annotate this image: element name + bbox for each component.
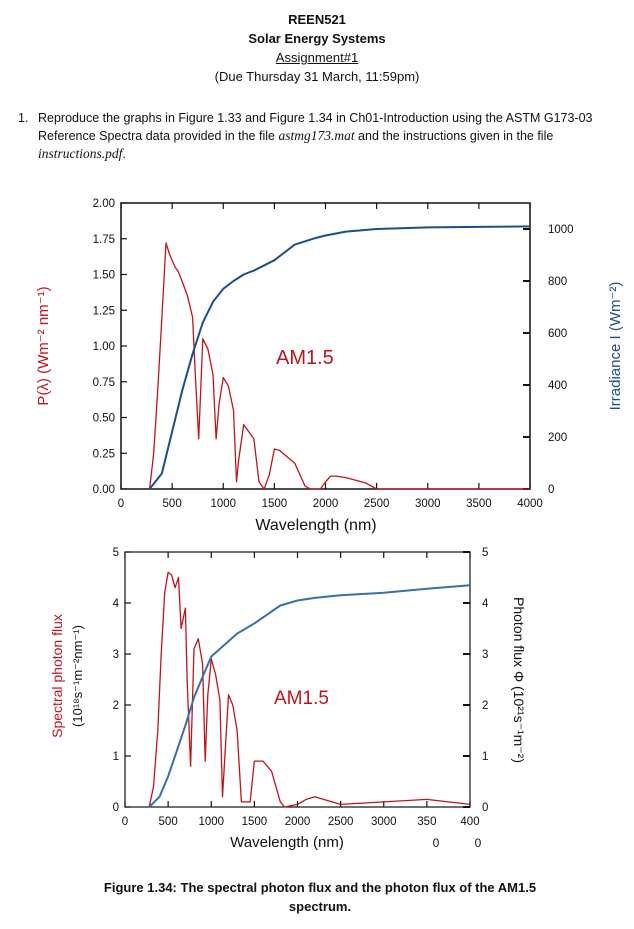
- y-ticks-right: 0 200 400 600 800 1000: [523, 224, 574, 496]
- x-tick-label: 3500: [466, 498, 492, 510]
- y-tick-label-right: 2: [482, 700, 488, 712]
- am15-annotation: AM1.5: [274, 688, 329, 709]
- x-tick-label: 2500: [328, 816, 354, 828]
- y-tick-label-left: 1.00: [93, 341, 115, 353]
- y-tick-label-right: 400: [548, 380, 567, 392]
- x-tick-label: 0: [122, 816, 128, 828]
- y-tick-label-right: 5: [482, 547, 488, 559]
- spectrum-line: [148, 571, 471, 808]
- y-tick-label-right: 800: [548, 276, 567, 288]
- y-axis-label-right: Photon flux Φ (10²¹s⁻¹m⁻²): [511, 597, 527, 763]
- document-header: REEN521 Solar Energy Systems Assignment#…: [0, 10, 634, 86]
- y-tick-label-left: 1.50: [93, 270, 115, 282]
- y-tick-label-right: 1000: [548, 224, 574, 236]
- spectrum-line: [148, 242, 530, 490]
- y-axis-label-right: Irradiance I (Wm⁻²): [607, 282, 624, 411]
- y-tick-label-left: 2.00: [93, 198, 115, 210]
- y-ticks-left: 0.00 0.25 0.50 0.75 1.00 1.25 1.50 1.75 2.00: [93, 198, 127, 496]
- irradiance-chart: 0 500 1000 1500 2000 2500 3000 3500 4000 0.000.2…: [35, 198, 624, 534]
- cumulative-line: [148, 584, 471, 808]
- x-axis-label: Wavelength (nm): [230, 834, 344, 851]
- y-ticks-right: 0 1 2 3 4 5: [463, 547, 489, 814]
- y-tick-label-left: 1: [113, 751, 119, 763]
- caption-line-1: Figure 1.34: The spectral photon flux an…: [103, 880, 537, 895]
- x-axis-label: Wavelength (nm): [255, 517, 376, 534]
- y-tick-label-left: 1.25: [93, 305, 115, 317]
- y-tick-label-left: 1.75: [93, 234, 115, 246]
- plot-frame: [120, 202, 531, 490]
- x-ticks: 0 500 1000 1500 2000 2500 3000 350 400: [122, 552, 480, 828]
- x-tick-label: 4000: [517, 498, 543, 510]
- y-tick-label-left: 2: [113, 700, 119, 712]
- x-tick-label: 3000: [371, 816, 397, 828]
- y-tick-label-right: 0: [548, 484, 554, 496]
- cumulative-line: [148, 225, 531, 490]
- x-tick-label: 2500: [364, 498, 390, 510]
- y-tick-label-left: 3: [113, 649, 119, 661]
- y-tick-label-left: 4: [113, 598, 120, 610]
- x-tick-label: 2000: [285, 816, 311, 828]
- y-axis-label-left: P(λ) (Wm⁻² nm⁻¹): [35, 286, 52, 405]
- series-group: [148, 225, 531, 490]
- x-tick-label: 0: [118, 498, 124, 510]
- x-tick-label: 3000: [415, 498, 441, 510]
- y-tick-label-right: 4: [482, 598, 489, 610]
- y-tick-label-left: 0.75: [93, 377, 115, 389]
- y-tick-label-left: 5: [113, 547, 119, 559]
- due-date: (Due Thursday 31 March, 11:59pm): [214, 69, 420, 84]
- question-number: 1.: [18, 111, 29, 125]
- x-tick-label: 2000: [313, 498, 339, 510]
- y-tick-label-left: 0.25: [93, 448, 115, 460]
- course-code: REEN521: [288, 12, 346, 27]
- x-tick-overflow-1: 0: [433, 836, 440, 850]
- x-tick-label: 350: [417, 816, 436, 828]
- series-group: [148, 571, 471, 808]
- mat-filename: astmg173.mat: [278, 128, 355, 143]
- course-subject: Solar Energy Systems: [248, 31, 386, 46]
- x-tick-label: 1000: [198, 816, 224, 828]
- question-1: 1. Reproduce the graphs in Figure 1.33 a…: [18, 110, 618, 163]
- y-tick-label-right: 200: [548, 432, 567, 444]
- y-tick-label-left: 0.00: [93, 484, 115, 496]
- x-tick-label: 1500: [262, 498, 288, 510]
- y-tick-label-right: 1: [482, 751, 488, 763]
- x-tick-label: 400: [460, 816, 479, 828]
- y-tick-label-right: 600: [548, 328, 567, 340]
- x-tick-overflow-2: 0: [475, 836, 482, 850]
- question-text: Reproduce the graphs in Figure 1.33 and …: [38, 111, 593, 161]
- y-axis-label-left-1: Spectral photon flux: [49, 614, 65, 738]
- y-tick-label-right: 3: [482, 649, 488, 661]
- am15-annotation: AM1.5: [276, 347, 334, 369]
- y-ticks-left: 0 1 2 3 4 5: [113, 547, 131, 814]
- x-tick-label: 1500: [242, 816, 268, 828]
- y-tick-label-left: 0.50: [93, 413, 115, 425]
- x-tick-label: 1000: [210, 498, 236, 510]
- pdf-filename: instructions.pdf: [38, 146, 123, 161]
- x-tick-label: 500: [159, 816, 178, 828]
- y-tick-label-left: 0: [113, 802, 119, 814]
- caption-line-2: spectrum.: [288, 899, 352, 914]
- x-tick-label: 500: [163, 498, 182, 510]
- figure-caption: Figure 1.34: The spectral photon flux an…: [30, 878, 610, 916]
- x-ticks: 0 500 1000 1500 2000 2500 3000 3500 4000: [118, 203, 543, 510]
- assignment-title: Assignment#1: [275, 50, 359, 65]
- y-axis-label-left-2: (10¹⁸s⁻¹m⁻²nm⁻¹): [70, 625, 85, 727]
- y-tick-label-right: 0: [482, 802, 488, 814]
